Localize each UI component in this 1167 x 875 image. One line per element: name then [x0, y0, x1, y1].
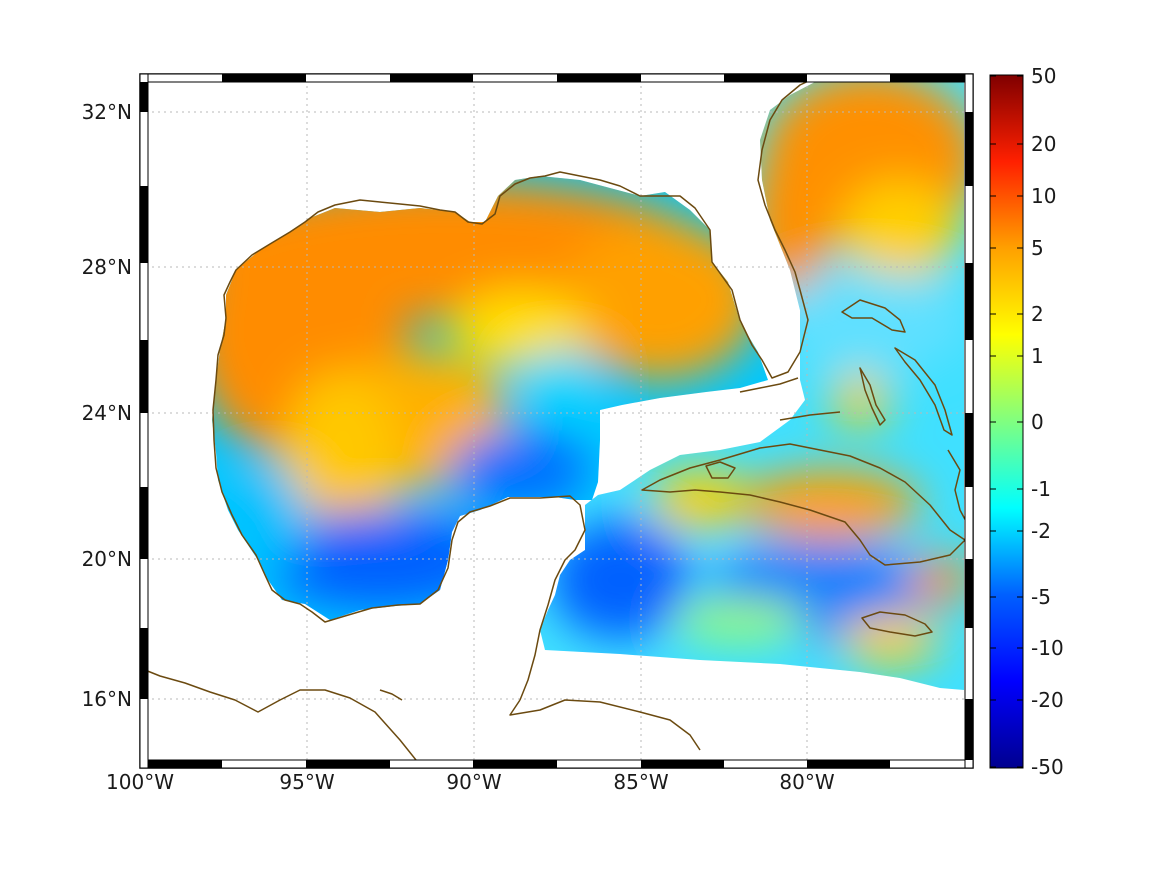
colorbar-tick-label: -20: [1031, 688, 1064, 712]
field-gulf: [212, 176, 768, 620]
x-tick-labels: 100°W 95°W 90°W 85°W 80°W: [106, 770, 835, 794]
colorbar-tick-label: -10: [1031, 636, 1064, 660]
x-tick-label: 100°W: [106, 770, 174, 794]
coast-hispaniola: [947, 449, 969, 526]
colorbar-tick-label: -5: [1031, 585, 1051, 609]
x-tick-label: 90°W: [446, 770, 501, 794]
x-tick-label: 85°W: [613, 770, 668, 794]
x-tick-label: 80°W: [779, 770, 834, 794]
colorbar-tick-label: -1: [1031, 477, 1051, 501]
colorbar: 50 20 10 5 2 1 0 -1 -2 -5 -10 -20 -50: [989, 64, 1064, 779]
colorbar-tick-label: 20: [1031, 132, 1056, 156]
coast-jamaica: [861, 611, 933, 637]
coast-honduras: [509, 699, 701, 751]
x-tick-label: 95°W: [279, 770, 334, 794]
colorbar-tick-label: 1: [1031, 344, 1044, 368]
coastlines: [139, 77, 969, 766]
colorbar-tick-label: 0: [1031, 410, 1044, 434]
coast-bahamas-andros: [859, 367, 886, 426]
colorbar-tick-label: 5: [1031, 236, 1044, 260]
coast-bay-islands: [379, 689, 403, 701]
colorbar-tick-label: -2: [1031, 519, 1051, 543]
y-tick-label: 32°N: [82, 100, 132, 124]
colorbar-tick-label: 2: [1031, 302, 1044, 326]
coast-bahamas-eleuthera: [894, 347, 953, 436]
y-tick-labels: 32°N 28°N 24°N 20°N 16°N: [82, 100, 132, 711]
map-frame: [139, 73, 974, 769]
coast-cuba: [641, 443, 966, 566]
colorbar-ticks: [990, 75, 1023, 768]
coast-gulf-north: [223, 77, 816, 379]
coast-cuba-islets: [779, 411, 841, 421]
coast-florida-keys: [739, 377, 799, 393]
y-tick-label: 16°N: [82, 687, 132, 711]
colorbar-tick-label: 10: [1031, 184, 1056, 208]
coast-bahamas-abaco: [841, 299, 906, 333]
coast-isle-of-youth: [705, 461, 736, 479]
coast-gulf-west: [212, 317, 586, 701]
colorbar-tick-label: -50: [1031, 755, 1064, 779]
colorbar-tick-labels: 50 20 10 5 2 1 0 -1 -2 -5 -10 -20 -50: [1031, 64, 1064, 779]
coast-central-america: [139, 667, 421, 766]
y-tick-label: 20°N: [82, 547, 132, 571]
y-tick-label: 24°N: [82, 401, 132, 425]
colorbar-tick-label: 50: [1031, 64, 1056, 88]
y-tick-label: 28°N: [82, 255, 132, 279]
